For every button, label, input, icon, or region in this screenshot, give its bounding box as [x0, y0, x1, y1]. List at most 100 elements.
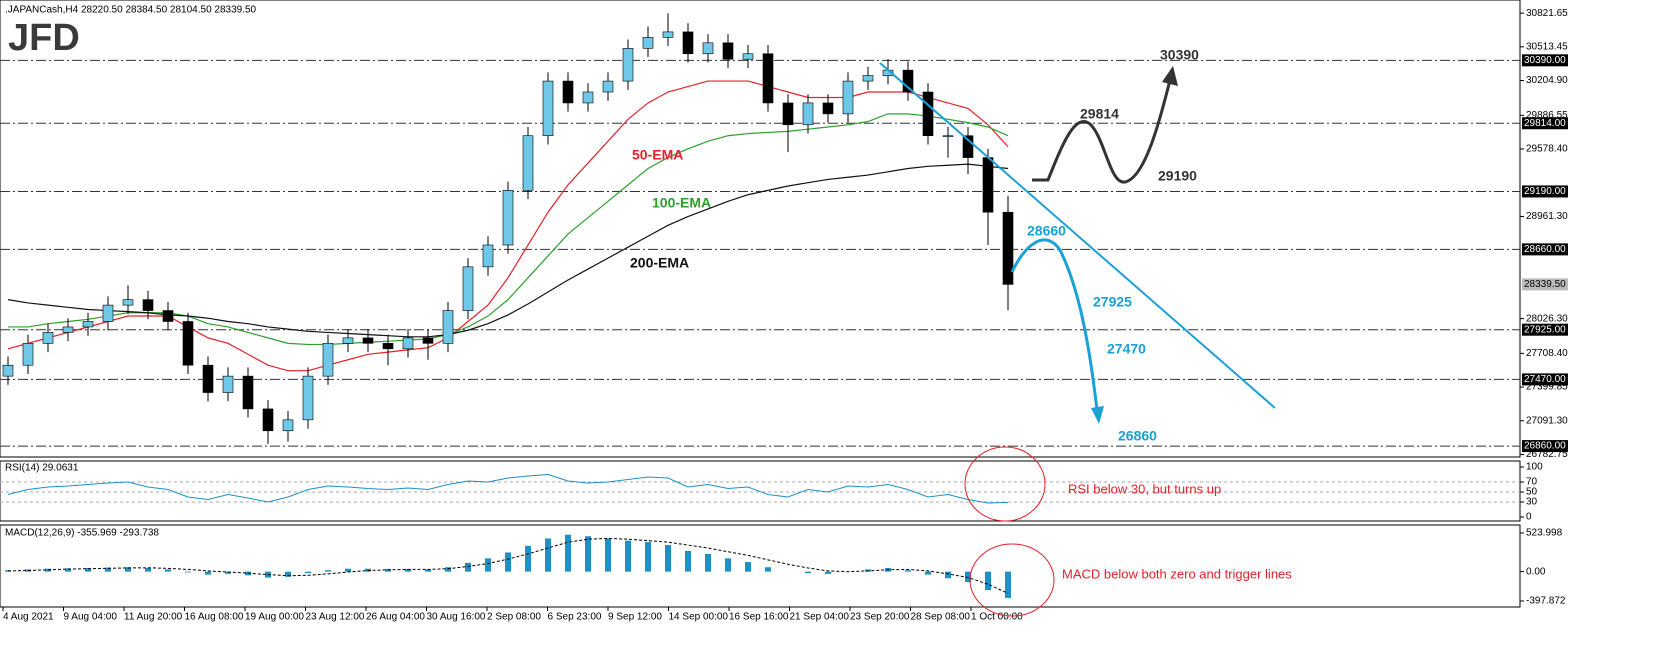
y-tick-label: 29886.55: [1526, 110, 1568, 121]
candle-body: [562, 80, 574, 104]
macd-bar: [105, 567, 111, 572]
y-tick-label: 28961.30: [1526, 211, 1568, 222]
macd-bar: [385, 569, 391, 572]
candle-body: [962, 135, 974, 158]
candle-body: [642, 37, 654, 49]
trend-line: [879, 62, 1276, 409]
x-tick-label: 26 Aug 04:00: [366, 612, 425, 623]
y-tick-label: 30821.65: [1526, 8, 1568, 19]
candle-body: [762, 53, 774, 104]
level-box: [1522, 440, 1568, 453]
candle-body: [82, 321, 94, 328]
candle-body: [122, 299, 134, 306]
macd-bar: [705, 553, 711, 572]
candle-body: [2, 364, 14, 377]
x-tick-label: 30 Aug 16:00: [427, 612, 486, 623]
level-box: [1522, 54, 1568, 67]
level-annotation: 27470: [1107, 341, 1146, 357]
candle-body: [922, 91, 934, 137]
x-tick-label: 23 Aug 12:00: [306, 612, 365, 623]
level-box: [1522, 243, 1568, 256]
y-tick-label: 30: [1526, 497, 1538, 508]
candle-body: [402, 337, 414, 350]
macd-bar: [965, 571, 971, 582]
candle-body: [582, 91, 594, 104]
x-tick-label: 23 Sep 20:00: [850, 612, 910, 623]
level-label: 29190.00: [1524, 186, 1566, 197]
candle-body: [982, 157, 994, 213]
candle-body: [942, 135, 954, 138]
y-tick-label: 27091.30: [1526, 415, 1568, 426]
rsi-title: RSI(14) 29.0631: [5, 463, 79, 474]
highlight-circle: [969, 543, 1055, 617]
x-tick-label: 9 Aug 04:00: [64, 612, 118, 623]
macd-bar: [285, 571, 291, 577]
candle-body: [42, 332, 54, 344]
y-tick-label: 100: [1526, 462, 1543, 473]
macd-bar: [605, 538, 611, 572]
macd-bar: [225, 571, 231, 574]
x-tick-label: 21 Sep 04:00: [790, 612, 850, 623]
macd-bar: [725, 558, 731, 572]
x-tick-label: 6 Sep 23:00: [548, 612, 602, 623]
macd-panel: [0, 524, 1521, 608]
candle-body: [102, 304, 114, 322]
macd-bar: [425, 569, 431, 572]
level-annotation: 30390: [1160, 47, 1199, 63]
candle-body: [202, 364, 214, 393]
macd-bar: [305, 571, 311, 574]
macd-bar: [485, 558, 491, 572]
candle-body: [1002, 211, 1014, 285]
candle-body: [682, 31, 694, 55]
macd-bar: [645, 542, 651, 572]
candle-body: [362, 337, 374, 344]
macd-bar: [925, 571, 931, 575]
x-tick-label: 11 Aug 20:00: [124, 612, 183, 623]
candle-body: [722, 42, 734, 60]
candle-body: [162, 310, 174, 322]
y-tick-label: 0: [1526, 512, 1532, 523]
y-tick-label: 27399.85: [1526, 382, 1568, 393]
y-tick-label: -397.872: [1526, 596, 1566, 607]
x-tick-label: 4 Aug 2021: [3, 612, 54, 623]
macd-bar: [825, 571, 831, 574]
rsi-note: RSI below 30, but turns up: [1068, 481, 1221, 496]
candle-body: [742, 53, 754, 60]
macd-bar: [325, 570, 331, 572]
signal-line: [7, 537, 1009, 594]
candle-body: [822, 102, 834, 115]
macd-title: MACD(12,26,9) -355.969 -293.738: [5, 528, 159, 539]
candle-body: [662, 31, 674, 38]
x-tick-label: 2 Sep 08:00: [487, 612, 541, 623]
macd-bar: [625, 540, 631, 572]
y-tick-label: 26782.75: [1526, 449, 1568, 460]
macd-bar: [145, 567, 151, 572]
candle-body: [522, 135, 534, 191]
candle-body: [242, 375, 254, 410]
macd-bar: [1005, 571, 1011, 598]
macd-note: MACD below both zero and trigger lines: [1062, 566, 1292, 581]
macd-bar: [65, 568, 71, 572]
chart-header: .JAPANCash,H4 28220.50 28384.50 28104.50…: [5, 5, 257, 16]
rsi-panel: [0, 460, 1521, 522]
macd-bar: [665, 545, 671, 572]
x-tick-label: 16 Sep 16:00: [729, 612, 789, 623]
macd-bar: [505, 552, 511, 572]
bear-scenario-path: [1010, 238, 1099, 411]
macd-bar: [125, 567, 131, 572]
arrow-head: [1162, 66, 1178, 86]
macd-bar: [165, 569, 171, 572]
x-tick-label: 16 Aug 08:00: [185, 612, 244, 623]
macd-bar: [945, 571, 951, 579]
x-tick-label: 1 Oct 00:00: [971, 612, 1023, 623]
level-label: 26860.00: [1524, 441, 1566, 452]
arrow-head: [1091, 406, 1104, 424]
candle-body: [22, 343, 34, 366]
macd-bar: [545, 538, 551, 572]
macd-bar: [5, 570, 11, 572]
y-tick-label: 29578.40: [1526, 144, 1568, 155]
candle-body: [422, 337, 434, 344]
y-tick-label: 30204.90: [1526, 75, 1568, 86]
candle-body: [542, 80, 554, 137]
